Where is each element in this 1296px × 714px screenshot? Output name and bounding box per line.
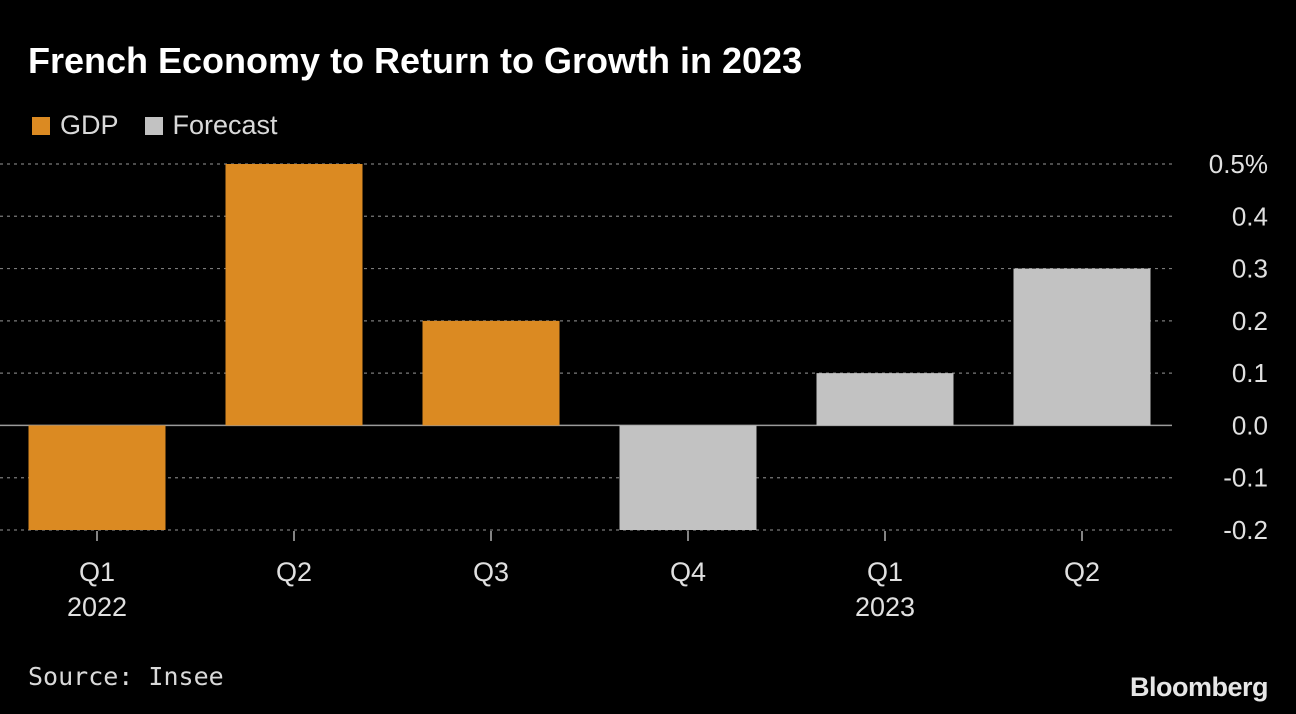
x-tick-label: Q2 <box>276 557 312 587</box>
bloomberg-logo: Bloomberg <box>1129 672 1269 702</box>
bar-layer <box>28 164 1151 530</box>
x-tick-label: Q1 <box>79 557 115 587</box>
x-year-label: 2023 <box>855 592 915 622</box>
bar-gdp <box>422 320 560 426</box>
y-tick-label: 0.1 <box>1232 358 1268 388</box>
bar-forecast <box>1013 268 1151 426</box>
grid-layer <box>0 163 1172 531</box>
y-tick-label: -0.1 <box>1223 463 1268 493</box>
bar-gdp <box>225 164 363 426</box>
y-tick-label: 0.3 <box>1232 254 1268 284</box>
y-tick-label: 0.2 <box>1232 306 1268 336</box>
y-tick-label: 0.4 <box>1232 201 1268 231</box>
chart-title: French Economy to Return to Growth in 20… <box>28 40 803 81</box>
legend-swatch-forecast <box>144 116 163 135</box>
legend-label-forecast: Forecast <box>172 110 278 140</box>
legend-label-gdp: GDP <box>60 110 119 140</box>
legend-item-forecast: Forecast <box>144 110 278 141</box>
y-tick-label: -0.2 <box>1223 515 1268 545</box>
axis-layer: 0.5% 0.4 0.3 0.2 0.1 0.0 -0.1 -0.2 Q1 2022 Q2 Q3 Q4 Q… <box>67 149 1268 622</box>
bar-forecast <box>619 425 757 530</box>
bar-gdp <box>28 425 166 530</box>
bar-forecast <box>816 373 954 426</box>
source-note: Source: Insee <box>28 662 224 691</box>
x-tick-label: Q2 <box>1064 557 1100 587</box>
x-tick-label: Q4 <box>670 557 706 587</box>
legend-swatch-gdp <box>32 116 50 135</box>
y-tick-label: 0.0 <box>1232 410 1268 440</box>
x-tick-label: Q3 <box>473 557 509 587</box>
legend: GDP Forecast <box>32 110 304 141</box>
legend-item-gdp: GDP <box>32 110 119 141</box>
y-tick-label: 0.5% <box>1209 149 1268 179</box>
x-tick-label: Q1 <box>867 557 903 587</box>
x-year-label: 2022 <box>67 592 127 622</box>
